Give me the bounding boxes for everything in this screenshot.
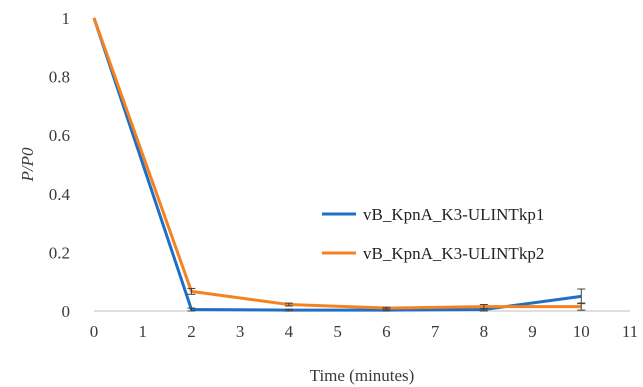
error-bar (479, 304, 488, 310)
x-tick-label: 4 (285, 322, 294, 341)
legend-label: vB_KpnA_K3-ULINTkp1 (363, 205, 544, 224)
x-tick-label: 10 (573, 322, 590, 341)
legend-item: vB_KpnA_K3-ULINTkp1 (322, 205, 544, 224)
error-bar (284, 302, 293, 307)
y-tick-label: 0.4 (49, 185, 71, 204)
y-tick-label: 0.6 (49, 126, 70, 145)
legend-item: vB_KpnA_K3-ULINTkp2 (322, 244, 544, 263)
series-line (92, 17, 582, 310)
error-bar (284, 308, 293, 312)
x-tick-label: 2 (187, 322, 196, 341)
x-tick-label: 0 (90, 322, 99, 341)
x-tick-label: 6 (382, 322, 391, 341)
legend: vB_KpnA_K3-ULINTkp1 vB_KpnA_K3-ULINTkp2 (322, 205, 544, 263)
error-bar (187, 287, 196, 295)
x-axis-ticks: 0 1 2 3 4 5 6 7 8 9 10 11 (90, 322, 638, 341)
x-tick-label: 1 (138, 322, 147, 341)
x-axis-title: Time (minutes) (310, 366, 415, 385)
y-tick-label: 1 (62, 9, 71, 28)
y-tick-label: 0.8 (49, 68, 70, 87)
x-tick-label: 8 (480, 322, 489, 341)
x-tick-label: 7 (431, 322, 440, 341)
y-tick-label: 0.2 (49, 243, 70, 262)
x-tick-label: 9 (528, 322, 537, 341)
error-bar (382, 306, 391, 310)
y-axis-title: P/P0 (18, 147, 37, 182)
x-tick-label: 11 (622, 322, 638, 341)
legend-label: vB_KpnA_K3-ULINTkp2 (363, 244, 544, 263)
series-2 (92, 17, 586, 311)
x-tick-label: 5 (333, 322, 342, 341)
y-tick-label: 0 (62, 302, 71, 321)
x-tick-label: 3 (236, 322, 245, 341)
error-bar (577, 302, 586, 311)
y-axis-ticks: 0 0.2 0.4 0.6 0.8 1 (49, 9, 71, 321)
error-bar (187, 307, 196, 312)
series-line (92, 17, 582, 312)
series-1 (92, 17, 586, 312)
series-layer (92, 17, 586, 312)
